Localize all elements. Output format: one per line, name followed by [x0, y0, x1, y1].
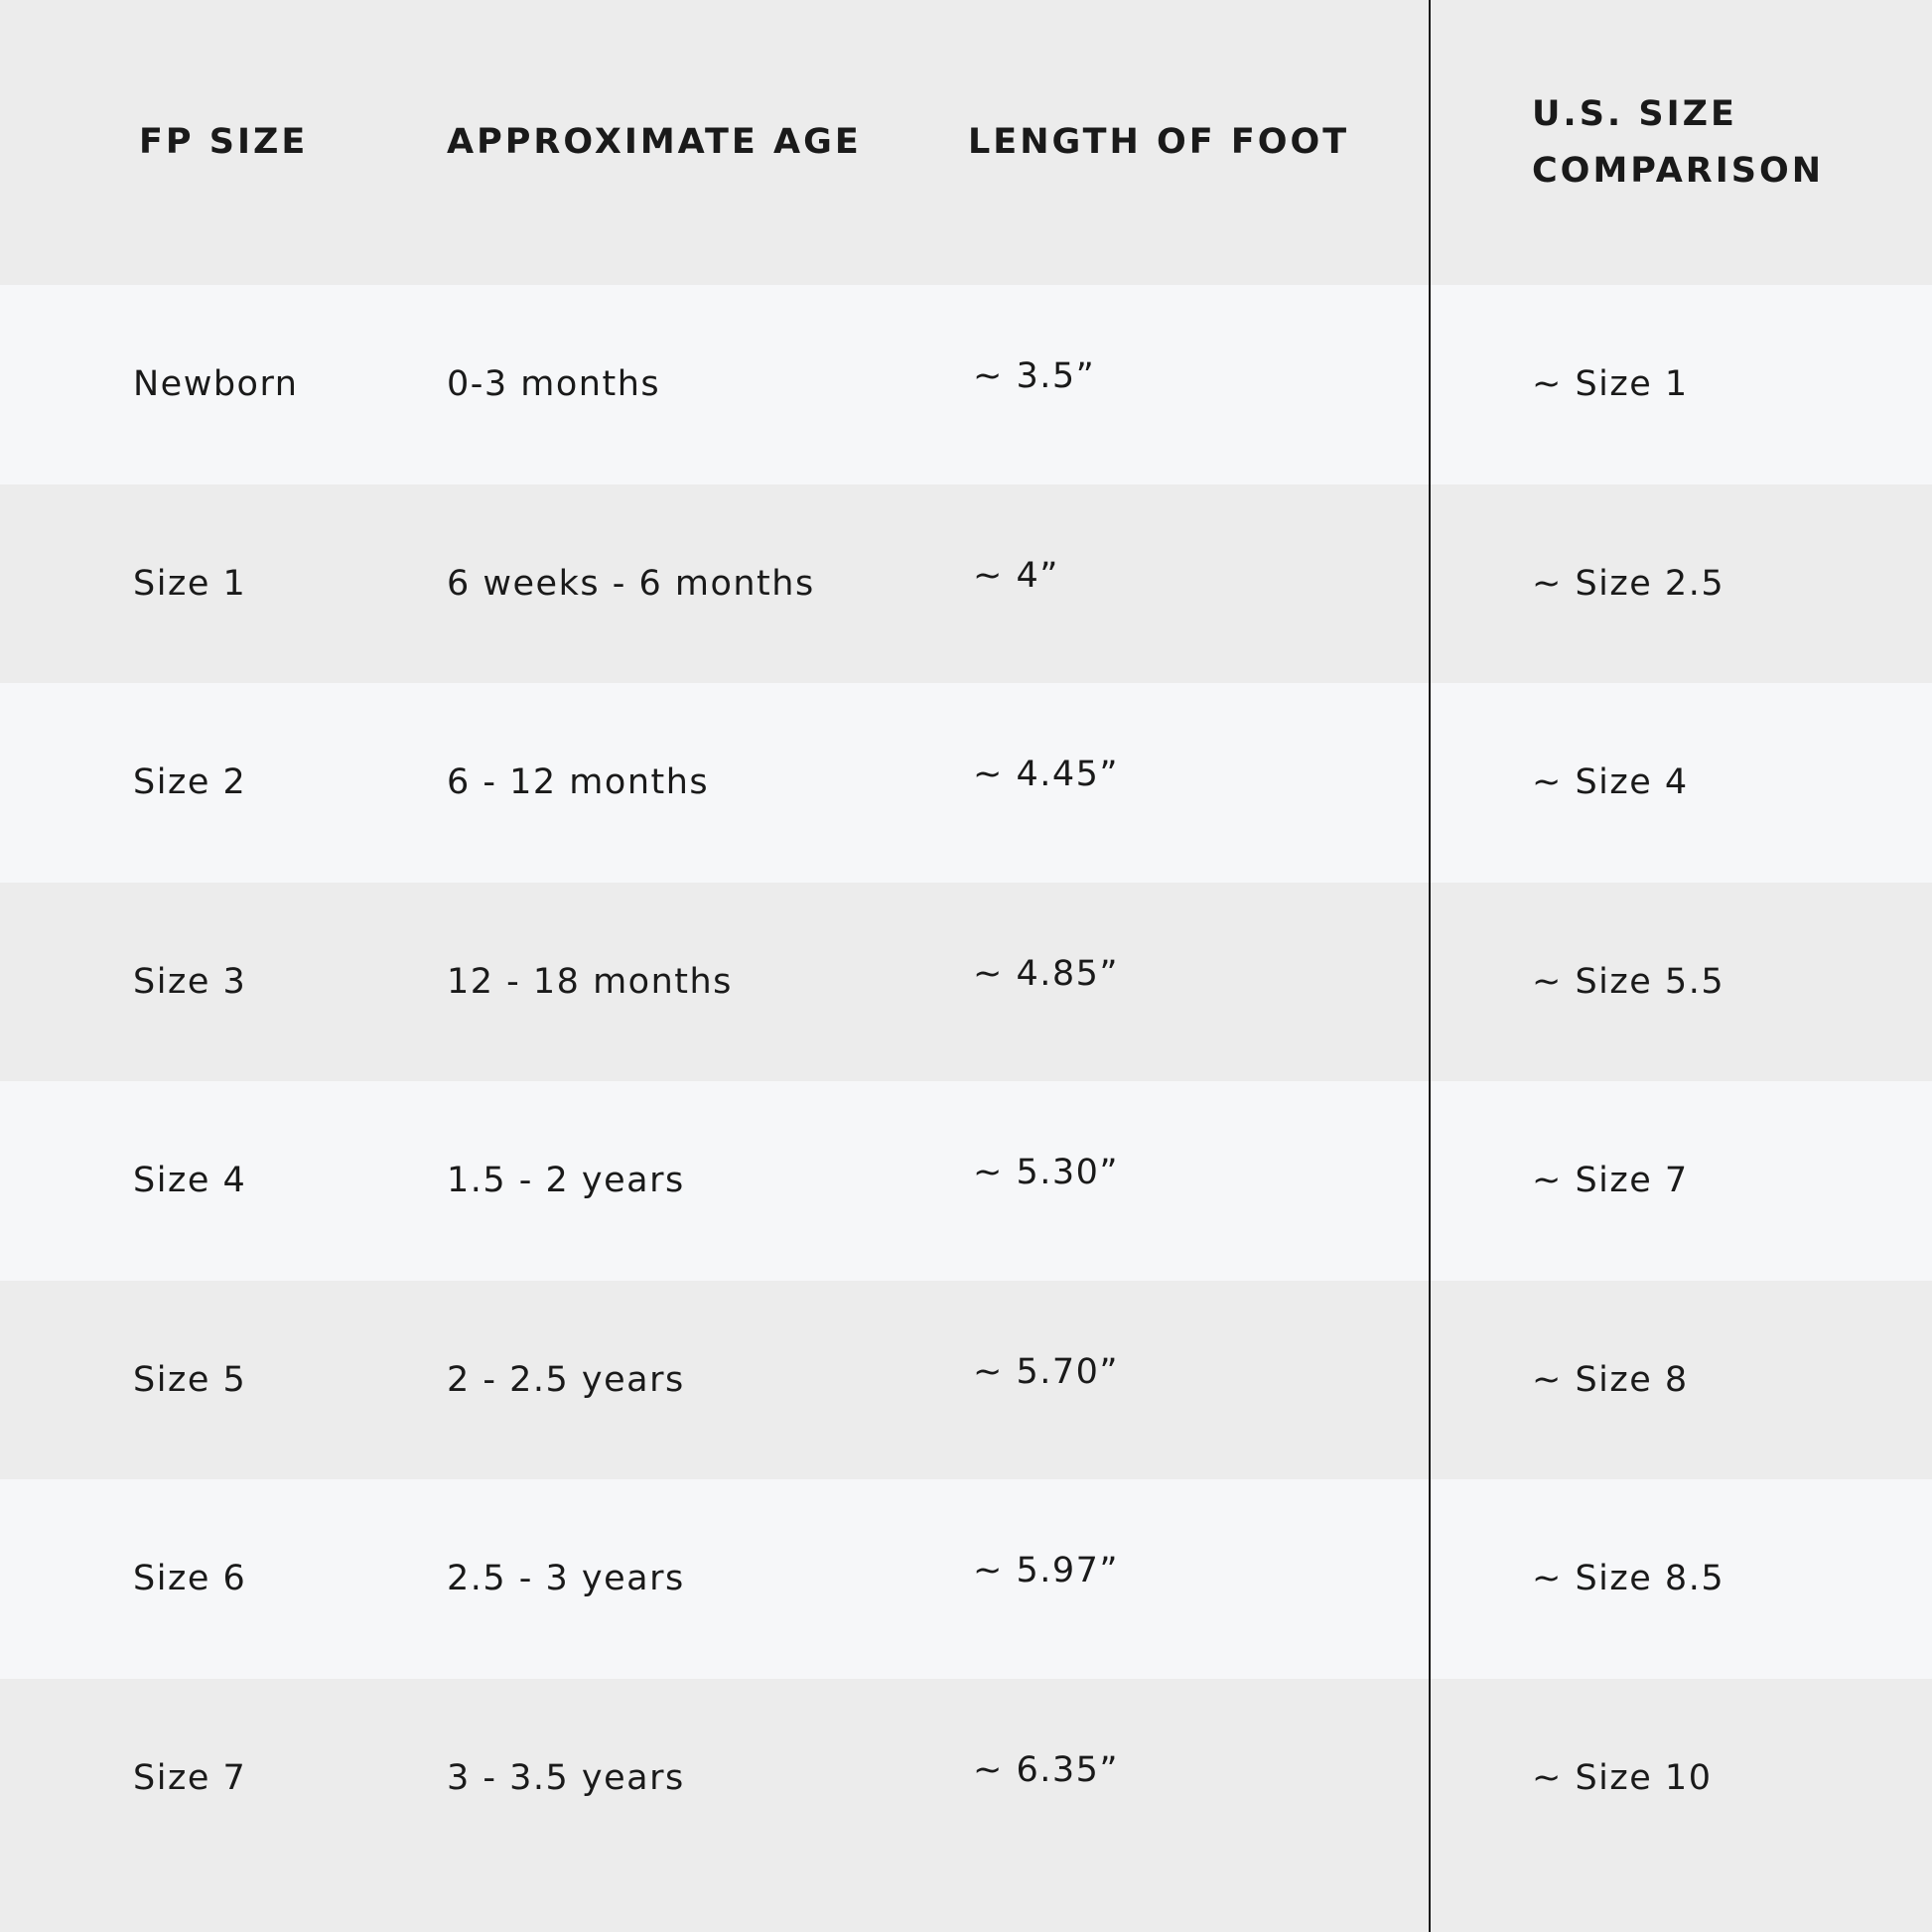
column-divider	[1429, 0, 1431, 1932]
table-cell: ~ 5.70”	[973, 1351, 1120, 1392]
table-row	[0, 882, 1932, 1081]
table-cell: 2.5 - 3 years	[447, 1559, 685, 1599]
table-cell: 1.5 - 2 years	[447, 1161, 685, 1201]
table-cell: Newborn	[133, 364, 299, 405]
table-cell: ~ 3.5”	[973, 356, 1096, 397]
table-cell: ~ Size 5.5	[1532, 961, 1725, 1002]
column-header: U.S. SIZE COMPARISON	[1532, 93, 1825, 191]
table-cell: 3 - 3.5 years	[447, 1757, 685, 1798]
table-row	[0, 1678, 1932, 1932]
table-row	[0, 1081, 1932, 1281]
table-cell: ~ Size 7	[1532, 1161, 1689, 1201]
table-cell: Size 6	[133, 1559, 247, 1599]
table-cell: Size 7	[133, 1757, 247, 1798]
table-cell: ~ Size 2.5	[1532, 563, 1725, 604]
table-cell: 6 weeks - 6 months	[447, 563, 815, 604]
table-cell: 6 - 12 months	[447, 762, 710, 803]
table-row	[0, 285, 1932, 484]
table-cell: ~ Size 10	[1532, 1757, 1713, 1798]
table-cell: Size 4	[133, 1161, 247, 1201]
table-cell: 0-3 months	[447, 364, 661, 405]
table-row	[0, 483, 1932, 683]
header-band	[0, 0, 1932, 285]
table-row	[0, 1479, 1932, 1679]
table-cell: ~ 4.45”	[973, 755, 1120, 795]
table-cell: Size 3	[133, 961, 247, 1002]
table-cell: ~ Size 4	[1532, 762, 1689, 803]
column-header: LENGTH OF FOOT	[968, 122, 1350, 162]
table-cell: 2 - 2.5 years	[447, 1359, 685, 1400]
table-cell: ~ 5.30”	[973, 1153, 1120, 1193]
table-cell: ~ Size 8.5	[1532, 1559, 1725, 1599]
table-cell: Size 2	[133, 762, 247, 803]
table-cell: ~ 4.85”	[973, 953, 1120, 994]
table-cell: ~ Size 8	[1532, 1359, 1689, 1400]
column-header: APPROXIMATE AGE	[447, 122, 862, 162]
table-cell: Size 1	[133, 563, 247, 604]
table-cell: ~ 4”	[973, 555, 1059, 596]
table-cell: ~ 6.35”	[973, 1749, 1120, 1790]
column-header: FP SIZE	[139, 122, 309, 162]
table-cell: ~ 5.97”	[973, 1551, 1120, 1591]
table-row	[0, 683, 1932, 883]
table-cell: Size 5	[133, 1359, 247, 1400]
table-row	[0, 1280, 1932, 1479]
table-cell: 12 - 18 months	[447, 961, 733, 1002]
table-cell: ~ Size 1	[1532, 364, 1689, 405]
